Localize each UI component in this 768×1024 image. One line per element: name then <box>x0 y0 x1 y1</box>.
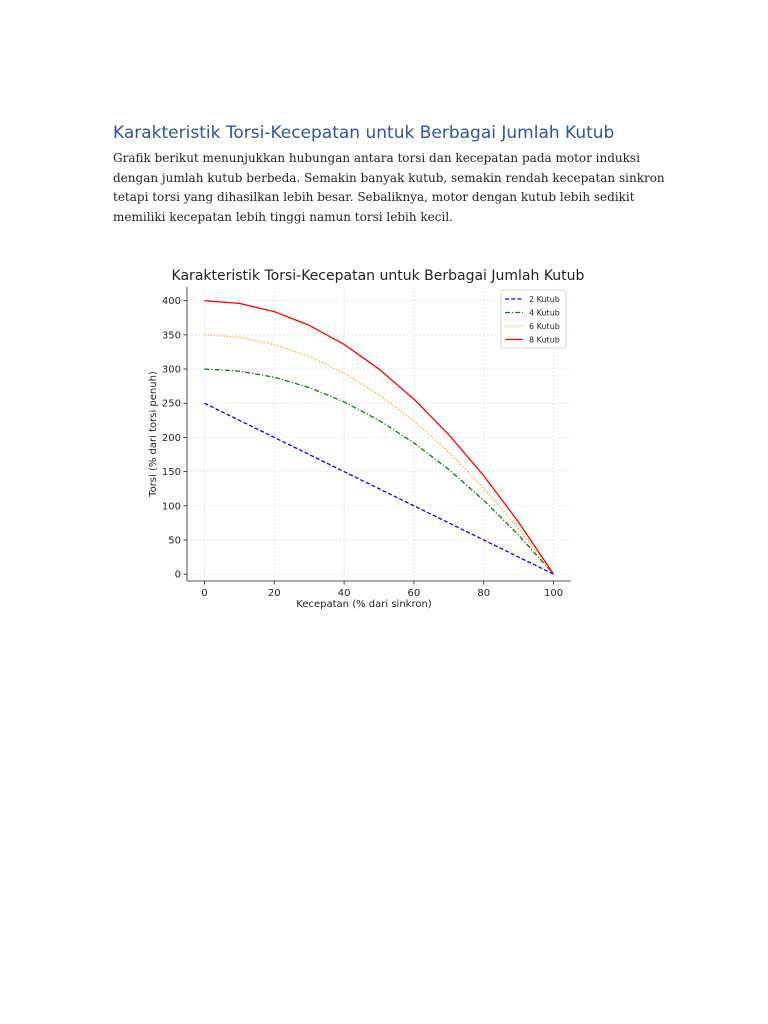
y-tick-label: 400 <box>162 296 181 307</box>
x-tick-label: 60 <box>408 588 421 599</box>
y-tick-label: 250 <box>162 399 181 410</box>
paragraph-line: memiliki kecepatan lebih tinggi namun to… <box>113 209 453 224</box>
chart-legend: 2 Kutub 4 Kutub 6 Kutub 8 Kutub <box>500 289 567 349</box>
y-tick-label: 100 <box>162 501 181 512</box>
x-tick-label: 20 <box>268 588 281 599</box>
series-line-1 <box>204 402 554 575</box>
legend-label: 2 Kutub <box>529 295 560 304</box>
series-line-4 <box>204 300 555 575</box>
paragraph-line: tetapi torsi yang dihasilkan lebih besar… <box>113 190 635 204</box>
y-tick-label: 50 <box>168 535 181 546</box>
y-tick-label: 0 <box>175 570 181 581</box>
y-axis-label: Torsi (% dari torsi penuh) <box>148 371 159 498</box>
x-tick-label: 100 <box>544 588 563 599</box>
document-heading: Karakteristik Torsi-Kecepatan untuk Berb… <box>113 123 615 143</box>
torque-speed-chart: Karakteristik Torsi-Kecepatan untuk Berb… <box>148 268 585 610</box>
y-tick-label: 150 <box>162 467 181 478</box>
legend-label: 4 Kutub <box>529 309 560 318</box>
legend-label: 8 Kutub <box>529 336 560 345</box>
y-tick-label: 350 <box>162 330 181 341</box>
legend-frame <box>500 289 567 349</box>
y-tick-label: 200 <box>162 433 181 444</box>
paragraph-line: Grafik berikut menunjukkan hubungan anta… <box>113 151 640 165</box>
series-line-3 <box>204 334 555 575</box>
x-tick-label: 0 <box>201 588 207 599</box>
series-lines <box>204 300 555 575</box>
x-tick-label: 80 <box>477 588 490 599</box>
x-tick-label: 40 <box>338 588 351 599</box>
y-tick-label: 300 <box>162 365 181 376</box>
legend-label: 6 Kutub <box>529 322 560 331</box>
x-axis-label: Kecepatan (% dari sinkron) <box>296 599 431 610</box>
intro-paragraph: Grafik berikut menunjukkan hubungan anta… <box>113 149 673 227</box>
chart-figure: Karakteristik Torsi-Kecepatan untuk Berb… <box>140 244 620 622</box>
chart-title: Karakteristik Torsi-Kecepatan untuk Berb… <box>172 268 585 284</box>
axes: 0 20 40 60 80 100 0 50 100 150 200 250 300 350 400 <box>162 287 571 599</box>
paragraph-line: dengan jumlah kutub berbeda. Semakin ban… <box>113 170 665 185</box>
series-line-2 <box>204 368 555 575</box>
